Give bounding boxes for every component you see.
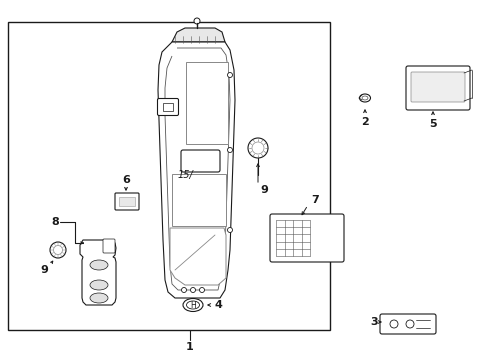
Ellipse shape <box>183 298 203 311</box>
FancyBboxPatch shape <box>157 99 178 116</box>
Bar <box>8 22 329 330</box>
Text: 8: 8 <box>51 217 59 227</box>
Circle shape <box>227 72 232 77</box>
Text: 2: 2 <box>360 117 368 127</box>
Polygon shape <box>158 42 235 298</box>
Text: 9: 9 <box>40 265 48 275</box>
Circle shape <box>181 288 186 292</box>
Ellipse shape <box>90 293 108 303</box>
Circle shape <box>190 288 195 292</box>
Circle shape <box>389 320 397 328</box>
FancyBboxPatch shape <box>115 193 139 210</box>
FancyBboxPatch shape <box>103 239 115 253</box>
Text: 6: 6 <box>122 175 130 185</box>
Text: 4: 4 <box>214 300 222 310</box>
Text: 1: 1 <box>186 342 193 352</box>
Circle shape <box>405 320 413 328</box>
Ellipse shape <box>90 260 108 270</box>
Circle shape <box>53 246 62 255</box>
Text: 3: 3 <box>369 317 377 327</box>
Ellipse shape <box>361 96 367 100</box>
Text: H: H <box>190 301 196 310</box>
Ellipse shape <box>186 301 199 309</box>
Bar <box>185 62 227 144</box>
Circle shape <box>199 288 204 292</box>
Circle shape <box>50 242 66 258</box>
Bar <box>163 103 173 111</box>
Bar <box>119 197 135 206</box>
Ellipse shape <box>90 280 108 290</box>
FancyBboxPatch shape <box>181 150 220 172</box>
Text: 9: 9 <box>260 185 267 195</box>
Text: 15/: 15/ <box>177 170 192 180</box>
Circle shape <box>247 138 267 158</box>
Circle shape <box>227 148 232 153</box>
Circle shape <box>251 142 264 154</box>
Circle shape <box>227 228 232 233</box>
FancyBboxPatch shape <box>405 66 469 110</box>
Polygon shape <box>172 28 224 42</box>
Text: 7: 7 <box>310 195 318 205</box>
Bar <box>172 174 225 226</box>
Text: 5: 5 <box>428 119 436 129</box>
FancyBboxPatch shape <box>410 72 464 102</box>
FancyBboxPatch shape <box>269 214 343 262</box>
Polygon shape <box>170 228 225 285</box>
Ellipse shape <box>359 94 370 102</box>
Circle shape <box>194 18 200 24</box>
Polygon shape <box>80 240 116 305</box>
FancyBboxPatch shape <box>379 314 435 334</box>
